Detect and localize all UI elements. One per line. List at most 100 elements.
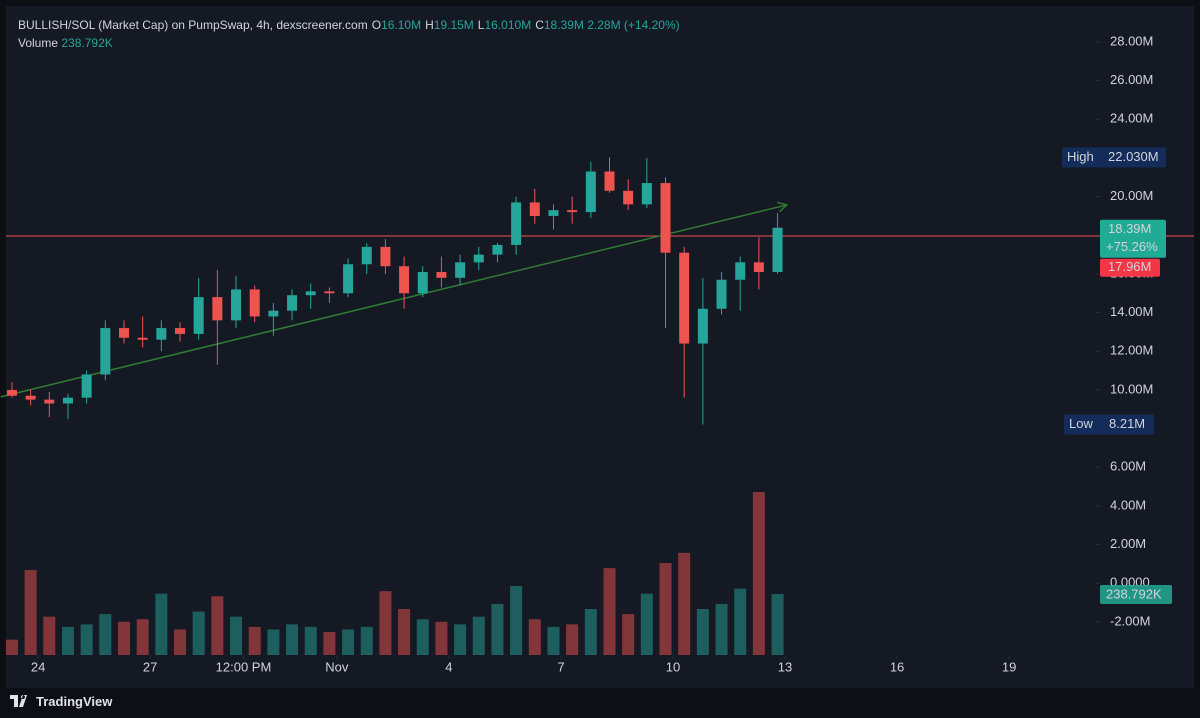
logo xyxy=(10,695,27,707)
candle-body xyxy=(511,202,522,245)
volume-bar xyxy=(323,632,336,655)
chart-panel xyxy=(6,6,1194,688)
candle-body xyxy=(324,291,335,294)
y-tick-label: 14.00M xyxy=(1110,304,1153,319)
candle-body xyxy=(455,262,466,278)
candle-body xyxy=(175,328,186,334)
candle-body xyxy=(436,272,447,278)
x-tick-label: 7 xyxy=(557,659,564,674)
volume-bar xyxy=(491,603,504,655)
y-tick-label: 6.00M xyxy=(1110,459,1146,474)
candle-body xyxy=(62,397,73,404)
candle-body xyxy=(473,254,484,263)
volume-bar xyxy=(80,624,93,655)
change: 2.28M (+14.20%) xyxy=(587,18,680,32)
y-tick-label: 10.00M xyxy=(1110,381,1153,396)
candle-body xyxy=(772,227,783,273)
ohlc: O16.10M H19.15M L16.010M C18.39M xyxy=(368,18,584,32)
candle-body xyxy=(492,244,503,255)
candle-body xyxy=(753,262,764,273)
y-tick-label: -2.00M xyxy=(1110,613,1150,628)
volume-bar xyxy=(547,626,560,655)
candle-body xyxy=(679,252,690,344)
high-badge xyxy=(1062,147,1166,168)
price-line-badge xyxy=(1100,258,1160,277)
volume-bar xyxy=(696,609,709,655)
volume-bar xyxy=(99,614,112,655)
candle-body xyxy=(287,295,298,311)
volume-bar xyxy=(622,614,635,655)
volume-bar xyxy=(192,611,205,655)
volume-bar xyxy=(5,639,18,655)
volume-bar xyxy=(603,568,616,655)
candle-body xyxy=(305,291,316,296)
legend-key: O xyxy=(371,18,382,32)
candle-body xyxy=(697,308,708,344)
trendline-arrow xyxy=(777,201,789,213)
x-tick-label: 13 xyxy=(778,659,792,674)
candle-body xyxy=(380,246,391,267)
price-line-value: 17.96M xyxy=(1108,259,1151,274)
candle-body xyxy=(231,289,242,321)
volume-bar xyxy=(678,552,691,655)
volume-bar xyxy=(61,626,74,655)
y-tick-label: 12.00M xyxy=(1110,343,1153,358)
volume-bar xyxy=(510,586,523,655)
candle-body xyxy=(529,202,540,216)
x-tick-label: 19 xyxy=(1002,659,1016,674)
legend-value: 19.15M xyxy=(433,18,474,32)
volume-bar xyxy=(584,609,597,655)
volume-value: 238.792K xyxy=(61,36,113,50)
volume-bar xyxy=(211,596,224,655)
y-tick-label: 24.00M xyxy=(1110,111,1153,126)
candle-body xyxy=(81,374,92,398)
candle-body xyxy=(268,310,279,317)
candle-body xyxy=(212,297,223,321)
legend-value: 16.10M xyxy=(381,18,422,32)
candle-body xyxy=(249,289,260,317)
volume-bar xyxy=(734,588,747,655)
volume-bar xyxy=(659,563,672,655)
last-price-value: 18.39M xyxy=(1108,221,1151,236)
candle-body xyxy=(716,279,727,309)
volume-bar xyxy=(435,621,448,655)
footer: TradingView xyxy=(10,691,112,711)
volume-bar xyxy=(566,624,579,655)
volume-badge-value: 238.792K xyxy=(1106,586,1162,601)
last-price-badge xyxy=(1100,219,1166,258)
candle-body xyxy=(100,328,111,375)
x-tick-label: 27 xyxy=(143,659,157,674)
candle-body xyxy=(343,264,354,294)
candle-body xyxy=(361,246,372,265)
x-tick-label: 10 xyxy=(666,659,680,674)
x-tick-label: 24 xyxy=(31,659,45,674)
legend-row: BULLISH/SOL (Market Cap) on PumpSwap, 4h… xyxy=(18,16,680,34)
volume-bar xyxy=(136,619,149,655)
last-price-change: +75.26% xyxy=(1106,239,1158,254)
high-value: 22.030M xyxy=(1108,149,1159,164)
candle-body xyxy=(417,272,428,294)
volume-key: Volume xyxy=(18,36,59,50)
chart: 28.00M26.00M24.00M20.00M16.00M14.00M12.0… xyxy=(0,6,1194,688)
volume-bar xyxy=(117,621,130,655)
title: BULLISH/SOL (Market Cap) on PumpSwap, 4h… xyxy=(18,18,368,32)
volume-bar xyxy=(342,629,355,655)
candle-body xyxy=(604,171,615,191)
x-tick-label: 4 xyxy=(445,659,452,674)
volume-bar xyxy=(379,591,392,655)
volume-bar xyxy=(416,619,429,655)
candle-body xyxy=(44,399,55,404)
candle-body xyxy=(137,337,148,340)
volume-badge xyxy=(1100,584,1172,604)
candle-body xyxy=(399,266,410,294)
volume-bar xyxy=(267,629,280,655)
legend-key: L xyxy=(477,18,485,32)
volume-bar xyxy=(286,624,299,655)
high-label: High xyxy=(1067,149,1094,164)
volume-bar xyxy=(472,616,485,655)
legend: BULLISH/SOL (Market Cap) on PumpSwap, 4h… xyxy=(18,16,680,52)
volume-bar xyxy=(230,616,243,655)
candle-body xyxy=(585,171,596,213)
candle-body xyxy=(641,183,652,205)
